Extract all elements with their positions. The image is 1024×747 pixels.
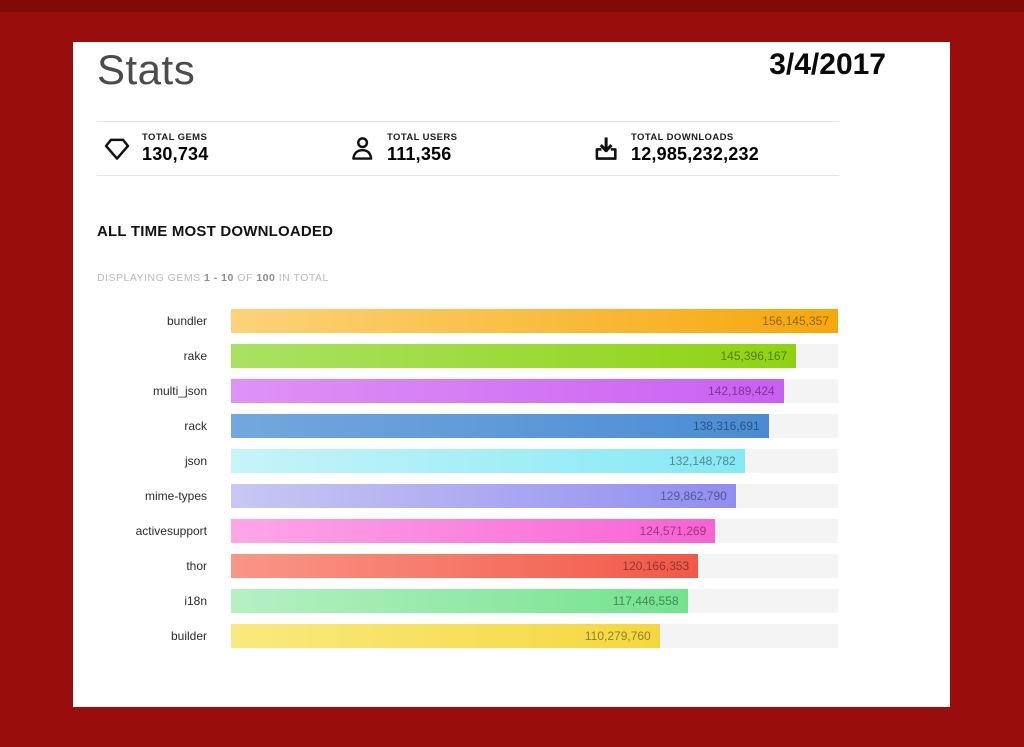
bar-fill: 117,446,558 (231, 589, 688, 613)
chart-row-multi_json: multi_json 142,189,424 (97, 379, 862, 403)
bar-track: 142,189,424 (231, 379, 838, 403)
chart-row-mime-types: mime-types 129,862,790 (97, 484, 862, 508)
bar-track: 124,571,269 (231, 519, 838, 543)
displaying-prefix: DISPLAYING GEMS (97, 272, 201, 284)
bar-fill: 110,279,760 (231, 624, 660, 648)
bar-value: 124,571,269 (639, 524, 707, 538)
displaying-total: 100 (256, 272, 276, 284)
displaying-suffix: IN TOTAL (278, 272, 329, 284)
displaying-of: OF (237, 272, 253, 284)
stats-page-panel: Stats 3/4/2017 TOTAL GEMS 130,734 T (73, 42, 950, 707)
bar-track: 145,396,167 (231, 344, 838, 368)
bar-track: 138,316,691 (231, 414, 838, 438)
stat-label: TOTAL DOWNLOADS (631, 132, 734, 144)
bar-fill: 156,145,357 (231, 309, 838, 333)
bar-fill: 145,396,167 (231, 344, 797, 368)
chart-row-activesupport: activesupport 124,571,269 (97, 519, 862, 543)
bar-value: 117,446,558 (612, 594, 679, 608)
bar-track: 117,446,558 (231, 589, 838, 613)
slide-top-strip (0, 0, 1024, 12)
bar-track: 156,145,357 (231, 309, 838, 333)
chart-row-bundler: bundler 156,145,357 (97, 309, 862, 333)
chart-row-thor: thor 120,166,353 (97, 554, 862, 578)
gem-label[interactable]: rake (183, 349, 207, 363)
displaying-range: 1 - 10 (204, 272, 234, 284)
chart-row-rack: rack 138,316,691 (97, 414, 862, 438)
gem-icon (103, 135, 131, 163)
bar-fill: 120,166,353 (231, 554, 699, 578)
bar-value: 120,166,353 (622, 559, 690, 573)
displaying-gems-status: DISPLAYING GEMS 1 - 10 OF 100 IN TOTAL (97, 272, 329, 284)
bar-fill: 129,862,790 (231, 484, 736, 508)
gem-label[interactable]: thor (186, 559, 207, 573)
bar-track: 132,148,782 (231, 449, 838, 473)
bar-value: 145,396,167 (720, 349, 788, 363)
bar-value: 110,279,760 (584, 629, 651, 643)
gem-label[interactable]: json (184, 454, 207, 468)
gem-label[interactable]: rack (184, 419, 207, 433)
stat-total-gems: TOTAL GEMS 130,734 (103, 122, 208, 175)
chart-row-i18n: i18n 117,446,558 (97, 589, 862, 613)
stat-label: TOTAL USERS (387, 132, 458, 144)
gem-label[interactable]: mime-types (144, 489, 207, 503)
bar-value: 129,862,790 (660, 489, 727, 503)
stat-value: 12,985,232,232 (631, 144, 759, 165)
chart-row-builder: builder 110,279,760 (97, 624, 862, 648)
totals-band: TOTAL GEMS 130,734 TOTAL USERS 111,356 (97, 121, 839, 176)
gem-label[interactable]: bundler (166, 314, 207, 328)
bar-track: 129,862,790 (231, 484, 838, 508)
bar-fill: 124,571,269 (231, 519, 716, 543)
slide-date-annotation: 3/4/2017 (769, 48, 886, 81)
bar-fill: 142,189,424 (231, 379, 784, 403)
stat-value: 111,356 (387, 144, 452, 165)
section-title: ALL TIME MOST DOWNLOADED (97, 223, 334, 240)
gem-label[interactable]: i18n (184, 594, 207, 608)
bar-track: 120,166,353 (231, 554, 838, 578)
chart-row-rake: rake 145,396,167 (97, 344, 862, 368)
bar-fill: 132,148,782 (231, 449, 745, 473)
gem-label[interactable]: activesupport (135, 524, 207, 538)
bar-value: 156,145,357 (762, 314, 829, 328)
gem-label[interactable]: builder (170, 629, 207, 643)
stat-total-downloads: TOTAL DOWNLOADS 12,985,232,232 (592, 122, 759, 175)
user-icon (348, 135, 376, 163)
download-icon (592, 135, 620, 163)
stat-value: 130,734 (142, 144, 209, 165)
bar-value: 142,189,424 (707, 384, 775, 398)
downloads-chart: bundler 156,145,357 rake 145,396,167 multi_j… (97, 309, 862, 659)
bar-fill: 138,316,691 (231, 414, 769, 438)
bar-value: 138,316,691 (692, 419, 760, 433)
page-title: Stats (97, 46, 196, 93)
chart-row-json: json 132,148,782 (97, 449, 862, 473)
stat-label: TOTAL GEMS (142, 132, 208, 144)
bar-track: 110,279,760 (231, 624, 838, 648)
gem-label[interactable]: multi_json (152, 384, 207, 398)
stat-total-users: TOTAL USERS 111,356 (348, 122, 457, 175)
bar-value: 132,148,782 (668, 454, 736, 468)
